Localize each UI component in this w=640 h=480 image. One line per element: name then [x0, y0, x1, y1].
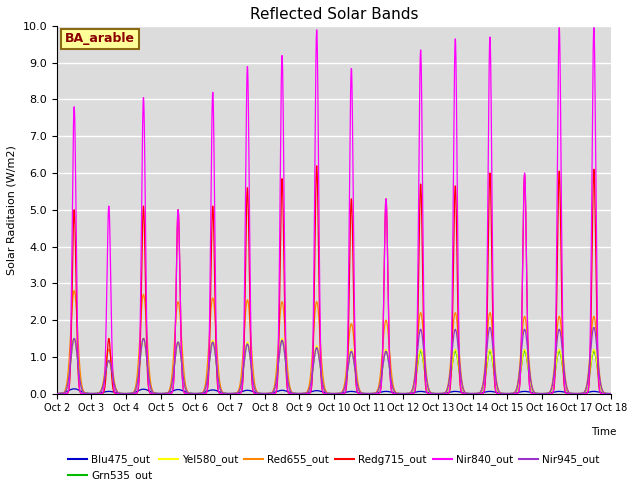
Text: Time: Time	[591, 427, 617, 437]
Title: Reflected Solar Bands: Reflected Solar Bands	[250, 7, 419, 22]
Text: BA_arable: BA_arable	[65, 33, 135, 46]
Legend: Blu475_out, Grn535_out, Yel580_out, Red655_out, Redg715_out, Nir840_out, Nir945_: Blu475_out, Grn535_out, Yel580_out, Red6…	[64, 450, 604, 480]
Y-axis label: Solar Raditaion (W/m2): Solar Raditaion (W/m2)	[7, 145, 17, 275]
